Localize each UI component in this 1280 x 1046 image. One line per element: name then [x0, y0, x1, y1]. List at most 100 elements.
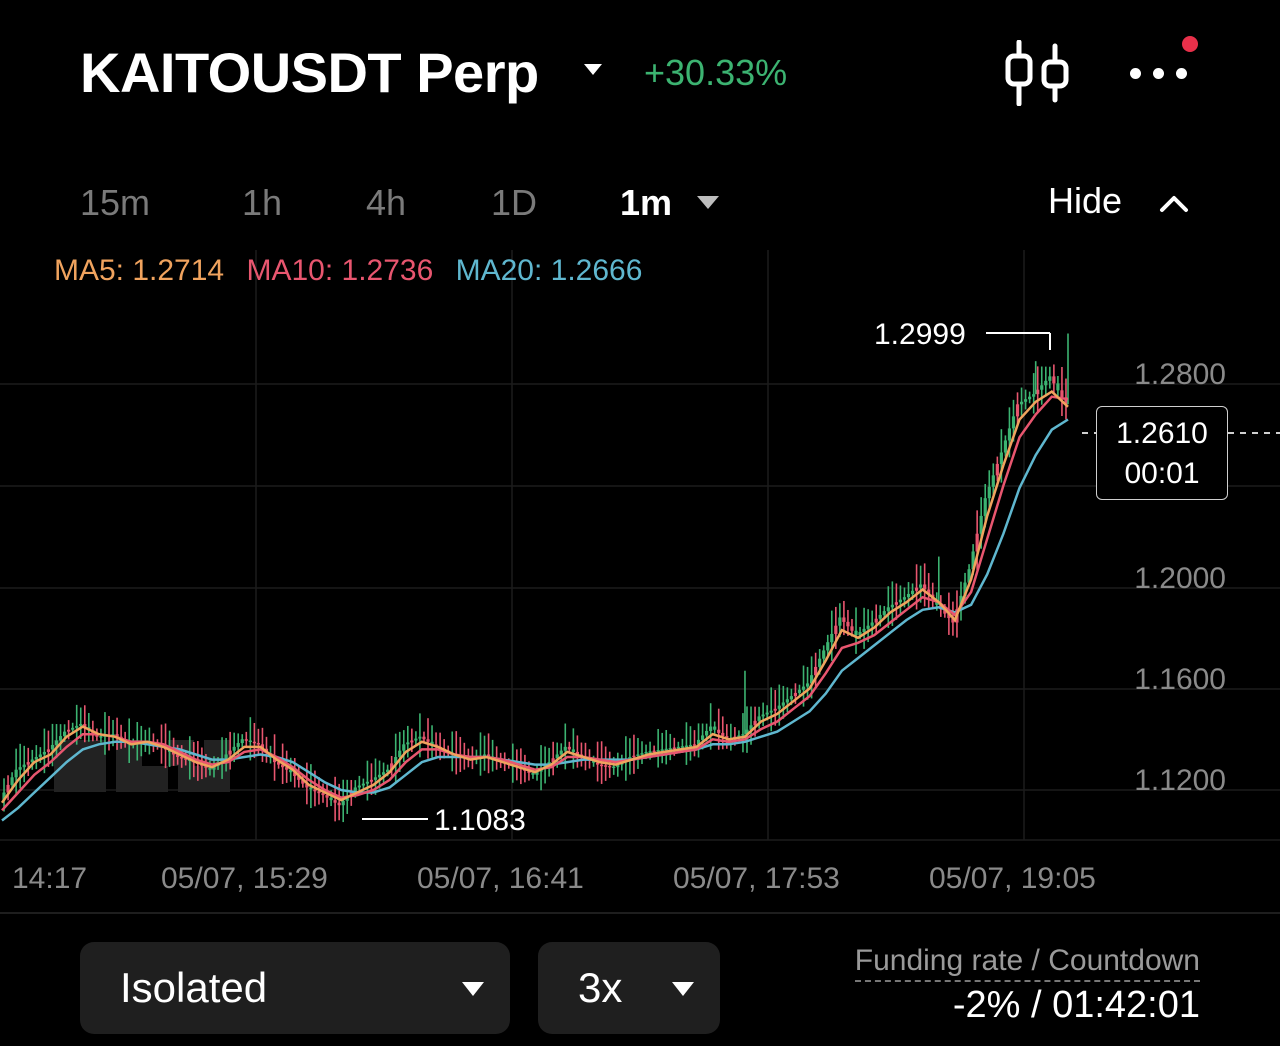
- candle-body: [305, 783, 309, 788]
- last-price-value: 1.2610: [1116, 417, 1208, 450]
- leverage-select[interactable]: 3x: [538, 942, 720, 1034]
- candle-body: [628, 757, 632, 760]
- candle-body: [1019, 401, 1024, 405]
- candle-body: [668, 748, 672, 750]
- candle-body: [79, 724, 83, 726]
- candle-body: [834, 625, 838, 634]
- candle-body: [814, 666, 818, 676]
- time-axis: 14:17 05/07, 15:29 05/07, 16:41 05/07, 1…: [0, 858, 1280, 908]
- chevron-up-icon[interactable]: [1158, 186, 1190, 218]
- candle-body: [398, 750, 402, 758]
- price-change-percent: +30.33%: [644, 52, 788, 93]
- timeframe-more-caret-icon[interactable]: [697, 196, 719, 209]
- candle-body: [595, 762, 600, 765]
- candle-body: [337, 802, 341, 806]
- candlestick-chart-icon[interactable]: [1004, 40, 1070, 106]
- candle-body: [975, 533, 979, 552]
- candle-body: [902, 597, 907, 600]
- candle-body: [793, 692, 798, 697]
- candle-body: [1028, 396, 1032, 400]
- candle-body: [696, 739, 701, 745]
- header: KAITOUSDT Perp +30.33%: [0, 0, 1280, 150]
- candle-body: [801, 686, 806, 690]
- candle-body: [377, 774, 382, 778]
- timeframe-1h[interactable]: 1h: [242, 182, 283, 223]
- pair-title[interactable]: KAITOUSDT Perp: [80, 41, 539, 104]
- candle-body: [850, 626, 854, 631]
- candle-body: [38, 754, 42, 758]
- candle-body: [353, 787, 357, 792]
- candle-body: [914, 587, 919, 591]
- candle-body: [240, 739, 244, 744]
- high-price-label: 1.2999: [874, 318, 966, 351]
- candle-body: [14, 769, 18, 778]
- candle-body: [62, 731, 67, 737]
- candle-body: [325, 795, 329, 798]
- candle-body: [232, 746, 236, 751]
- hide-chart-button[interactable]: Hide: [1048, 180, 1123, 221]
- candle-body: [987, 486, 991, 499]
- candle-body: [692, 744, 697, 746]
- candle-body: [1048, 376, 1052, 381]
- candle-body: [664, 748, 668, 751]
- candle-body: [252, 741, 256, 744]
- candle-body: [838, 617, 842, 626]
- more-options-icon[interactable]: [1122, 52, 1196, 92]
- candle-body: [204, 765, 208, 768]
- candle-body: [381, 772, 386, 775]
- candle-body: [1003, 440, 1008, 453]
- candle-body: [967, 569, 971, 583]
- candle-body: [919, 584, 923, 588]
- candle-body: [826, 642, 830, 651]
- chevron-down-icon: [672, 982, 694, 996]
- candle-body: [394, 757, 398, 764]
- y-tick-label: 1.1600: [1134, 663, 1226, 696]
- candle-body: [809, 675, 814, 684]
- y-tick-label: 1.1200: [1134, 764, 1226, 797]
- candle-body: [321, 793, 325, 796]
- candle-body: [410, 740, 414, 743]
- timeframe-1d[interactable]: 1D: [491, 182, 538, 223]
- candle-body: [1007, 428, 1012, 441]
- candle-body: [737, 735, 741, 737]
- pair-dropdown-caret-icon[interactable]: [584, 64, 602, 75]
- candle-body: [858, 632, 862, 636]
- candle-body: [1060, 390, 1064, 398]
- candle-body: [604, 765, 608, 767]
- candle-body: [765, 712, 769, 715]
- candle-body: [1056, 383, 1060, 391]
- candle-body: [652, 750, 656, 753]
- candle-body: [390, 763, 394, 770]
- candle-body: [313, 789, 317, 792]
- candle-body: [971, 551, 975, 570]
- funding-rate-label[interactable]: Funding rate / Countdown: [854, 944, 1200, 982]
- margin-mode-select[interactable]: Isolated: [80, 942, 510, 1034]
- candle-body: [486, 754, 491, 757]
- candle-body: [781, 702, 785, 706]
- candle-body: [115, 734, 119, 737]
- ma20-line: [1, 418, 1069, 822]
- candle-body: [648, 751, 652, 753]
- candle-body: [676, 746, 680, 749]
- candle-body: [10, 777, 14, 785]
- candle-body: [184, 758, 188, 760]
- timeframe-4h[interactable]: 4h: [366, 182, 407, 223]
- divider: [0, 912, 1280, 914]
- candle-body: [923, 584, 927, 590]
- candle-body: [34, 757, 38, 760]
- candle-body: [26, 762, 30, 765]
- candle-body: [18, 767, 22, 770]
- timeframe-1m-active[interactable]: 1m: [620, 182, 673, 223]
- timeframe-15m[interactable]: 15m: [80, 182, 151, 223]
- candle-body: [46, 749, 51, 752]
- candle-body: [180, 757, 184, 759]
- candle-body: [551, 758, 555, 763]
- candle-body: [482, 754, 487, 756]
- candle-body: [636, 754, 640, 756]
- candle-body: [373, 777, 378, 780]
- ma10-line: [1, 395, 1069, 812]
- price-chart[interactable]: 1.2800 1.2000 1.1600 1.1200 1.2999 1.108…: [0, 250, 1280, 850]
- moving-average-legend: MA5: 1.2714 MA10: 1.2736 MA20: 1.2666: [54, 254, 656, 288]
- candle-body: [357, 785, 361, 788]
- candle-body: [963, 582, 967, 596]
